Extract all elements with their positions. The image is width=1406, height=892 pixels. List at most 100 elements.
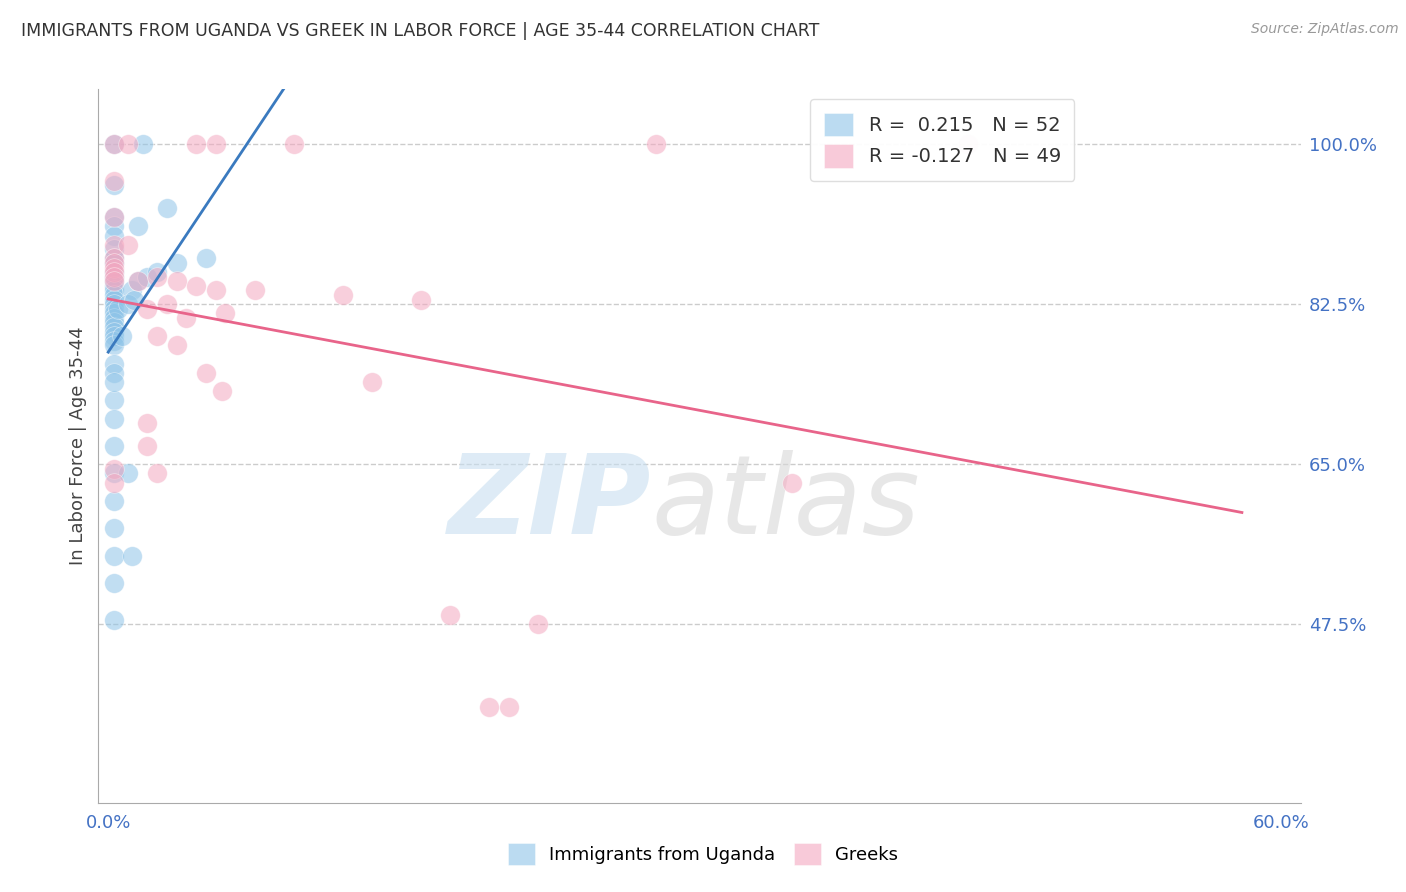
Point (121, 284, 143, 298)
Point (136, 439, 159, 453)
Point (439, 608, 461, 623)
Point (957, 137, 980, 152)
Point (103, 265, 125, 279)
Point (111, 329, 134, 343)
Point (103, 439, 125, 453)
Point (103, 467, 125, 481)
Point (103, 366, 125, 380)
Point (117, 467, 139, 481)
Point (644, 137, 666, 152)
Point (176, 310, 198, 325)
Point (166, 338, 188, 352)
Legend: Immigrants from Uganda, Greeks: Immigrants from Uganda, Greeks (499, 834, 907, 874)
Point (214, 306, 236, 320)
Point (204, 137, 226, 152)
Point (103, 219, 125, 234)
Point (146, 467, 169, 481)
Point (127, 274, 149, 288)
Point (103, 338, 125, 352)
Point (103, 211, 125, 225)
Point (103, 310, 125, 325)
Point (121, 549, 143, 563)
Point (194, 252, 217, 266)
Point (103, 306, 125, 320)
Point (283, 137, 305, 152)
Point (103, 576, 125, 591)
Point (103, 269, 125, 284)
Point (103, 613, 125, 627)
Text: ZIP: ZIP (449, 450, 651, 557)
Point (332, 288, 354, 302)
Point (103, 521, 125, 535)
Point (146, 269, 169, 284)
Legend: R =  0.215   N = 52, R = -0.127   N = 49: R = 0.215 N = 52, R = -0.127 N = 49 (810, 99, 1074, 181)
Point (103, 265, 125, 279)
Point (409, 293, 432, 307)
Point (136, 269, 159, 284)
Point (136, 301, 159, 316)
Point (117, 137, 139, 152)
Point (146, 329, 169, 343)
Point (103, 274, 125, 288)
Point (498, 699, 520, 714)
Point (166, 274, 188, 288)
Point (103, 297, 125, 311)
Point (127, 274, 149, 288)
Point (136, 416, 159, 430)
Point (122, 293, 145, 307)
Y-axis label: In Labor Force | Age 35-44: In Labor Force | Age 35-44 (69, 326, 87, 566)
Point (103, 178, 125, 193)
Point (103, 211, 125, 225)
Point (103, 228, 125, 243)
Point (156, 297, 179, 311)
Point (103, 284, 125, 298)
Point (211, 384, 233, 398)
Point (103, 411, 125, 425)
Point (103, 293, 125, 307)
Text: atlas: atlas (651, 450, 920, 557)
Point (103, 393, 125, 408)
Point (103, 357, 125, 371)
Point (103, 256, 125, 270)
Point (146, 265, 169, 279)
Point (103, 137, 125, 152)
Point (194, 366, 217, 380)
Point (103, 329, 125, 343)
Text: Source: ZipAtlas.com: Source: ZipAtlas.com (1251, 22, 1399, 37)
Point (361, 375, 384, 389)
Point (103, 334, 125, 348)
Point (103, 137, 125, 152)
Point (117, 237, 139, 252)
Point (117, 297, 139, 311)
Point (103, 320, 125, 334)
Point (107, 301, 129, 316)
Point (243, 284, 266, 298)
Point (132, 137, 155, 152)
Point (103, 252, 125, 266)
Point (103, 279, 125, 293)
Point (103, 549, 125, 563)
Point (103, 316, 125, 330)
Point (103, 237, 125, 252)
Point (478, 699, 501, 714)
Point (103, 288, 125, 302)
Point (204, 284, 226, 298)
Point (103, 174, 125, 188)
Point (103, 462, 125, 476)
Point (156, 201, 179, 215)
Point (103, 260, 125, 275)
Point (103, 301, 125, 316)
Point (782, 475, 804, 490)
Point (103, 325, 125, 339)
Point (103, 494, 125, 508)
Point (103, 269, 125, 284)
Point (166, 256, 188, 270)
Point (103, 475, 125, 490)
Point (527, 617, 550, 632)
Point (103, 256, 125, 270)
Point (103, 375, 125, 389)
Text: IMMIGRANTS FROM UGANDA VS GREEK IN LABOR FORCE | AGE 35-44 CORRELATION CHART: IMMIGRANTS FROM UGANDA VS GREEK IN LABOR… (21, 22, 820, 40)
Point (186, 137, 208, 152)
Point (186, 279, 208, 293)
Point (103, 274, 125, 288)
